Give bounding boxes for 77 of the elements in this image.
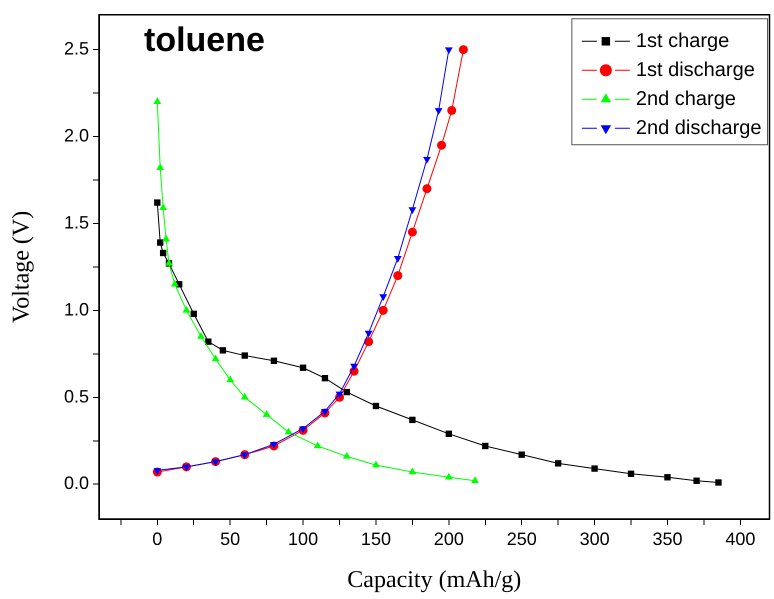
point: [693, 478, 700, 484]
point: [162, 234, 170, 242]
y-tick-label: 0.5: [64, 386, 89, 406]
x-tick-label: 250: [506, 528, 537, 549]
point: [372, 460, 380, 468]
point: [322, 374, 328, 382]
point: [190, 310, 197, 318]
legend-label: 2nd charge: [636, 88, 736, 110]
point: [664, 474, 671, 480]
point: [408, 207, 416, 214]
point: [364, 330, 373, 338]
point: [270, 358, 278, 364]
point: [240, 392, 249, 400]
legend-label: 1st discharge: [636, 58, 755, 81]
point: [153, 97, 162, 104]
point: [156, 163, 164, 170]
point: [157, 239, 164, 246]
point: [182, 306, 190, 313]
point: [554, 460, 562, 467]
point: [518, 451, 525, 458]
point: [409, 416, 416, 424]
point: [160, 250, 166, 256]
point: [336, 392, 344, 398]
point: [393, 271, 402, 280]
x-tick-label: 400: [725, 528, 756, 549]
point: [458, 45, 468, 54]
point: [378, 306, 388, 315]
point: [471, 476, 479, 483]
point: [212, 354, 220, 362]
y-axis-title: Voltage (V): [8, 210, 35, 323]
point: [284, 428, 292, 434]
point: [344, 388, 350, 396]
x-tick-label: 150: [360, 528, 391, 549]
point: [220, 347, 226, 354]
point: [379, 294, 388, 301]
x-tick-label: 100: [288, 528, 318, 549]
y-tick-label: 2.5: [64, 38, 89, 59]
point: [628, 470, 634, 477]
y-tick-label: 2.0: [64, 125, 89, 146]
x-axis-title: Capacity (mAh/g): [347, 566, 522, 593]
legend-label: 1st charge: [636, 30, 730, 52]
point: [205, 338, 212, 345]
point: [423, 156, 431, 164]
point: [154, 199, 160, 206]
x-tick-label: 50: [220, 528, 240, 549]
point: [408, 228, 417, 237]
x-tick-label: 0: [152, 528, 162, 549]
y-tick-label: 1.5: [64, 212, 89, 232]
point: [437, 140, 446, 150]
legend-label: 2nd discharge: [636, 116, 762, 139]
point: [159, 203, 168, 210]
point: [350, 364, 358, 370]
point: [242, 352, 248, 359]
point: [197, 332, 205, 339]
point: [591, 465, 598, 472]
point: [444, 47, 453, 54]
chart-title: toluene: [144, 21, 265, 60]
point: [300, 364, 306, 371]
point: [482, 442, 488, 450]
y-tick-label: 1.0: [64, 299, 89, 320]
point: [446, 430, 452, 437]
point: [408, 468, 416, 474]
point: [226, 375, 234, 382]
point: [434, 108, 443, 115]
point: [262, 410, 271, 417]
point: [447, 106, 456, 115]
point: [422, 184, 432, 194]
x-tick-label: 350: [652, 528, 682, 549]
x-tick-label: 200: [434, 528, 464, 549]
point: [394, 256, 402, 263]
point: [170, 280, 179, 287]
x-tick-label: 300: [580, 528, 610, 549]
point: [444, 472, 453, 480]
point: [182, 464, 190, 472]
point: [342, 452, 351, 459]
y-tick-label: 0.0: [64, 473, 89, 494]
point: [314, 441, 322, 448]
